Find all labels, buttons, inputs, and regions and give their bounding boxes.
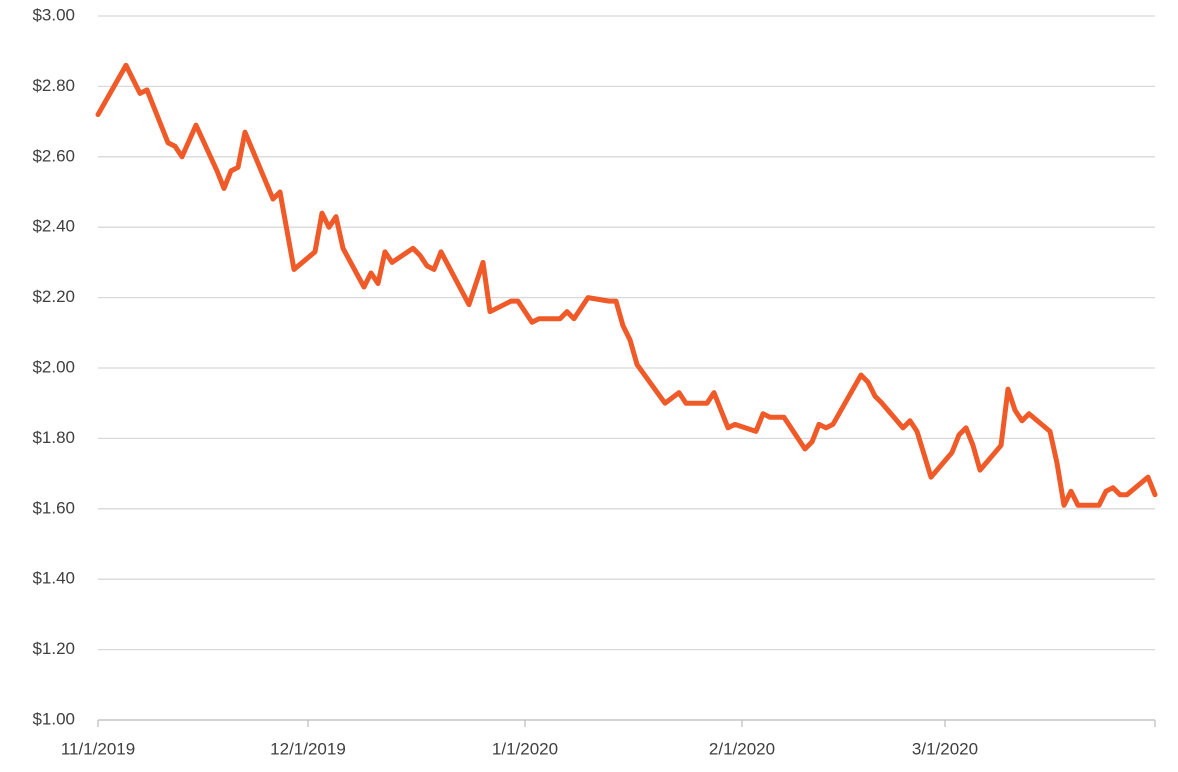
y-tick-label: $3.00: [32, 5, 75, 24]
y-tick-label: $2.20: [32, 287, 75, 306]
y-tick-label: $2.00: [32, 357, 75, 376]
y-tick-label: $1.60: [32, 498, 75, 517]
y-tick-label: $2.40: [32, 217, 75, 236]
x-tick-label: 11/1/2019: [61, 739, 135, 758]
x-tick-label: 12/1/2019: [270, 739, 346, 758]
price-line: [95, 62, 1158, 508]
x-tick-label: 3/1/2020: [912, 739, 978, 758]
x-tick-label: 2/1/2020: [709, 739, 775, 758]
y-tick-label: $1.80: [32, 428, 75, 447]
x-tick-label: 1/1/2020: [492, 739, 558, 758]
y-tick-label: $1.40: [32, 569, 75, 588]
y-tick-label: $2.60: [32, 146, 75, 165]
y-tick-label: $1.20: [32, 639, 75, 658]
y-tick-label: $1.00: [32, 709, 75, 728]
y-tick-label: $2.80: [32, 76, 75, 95]
